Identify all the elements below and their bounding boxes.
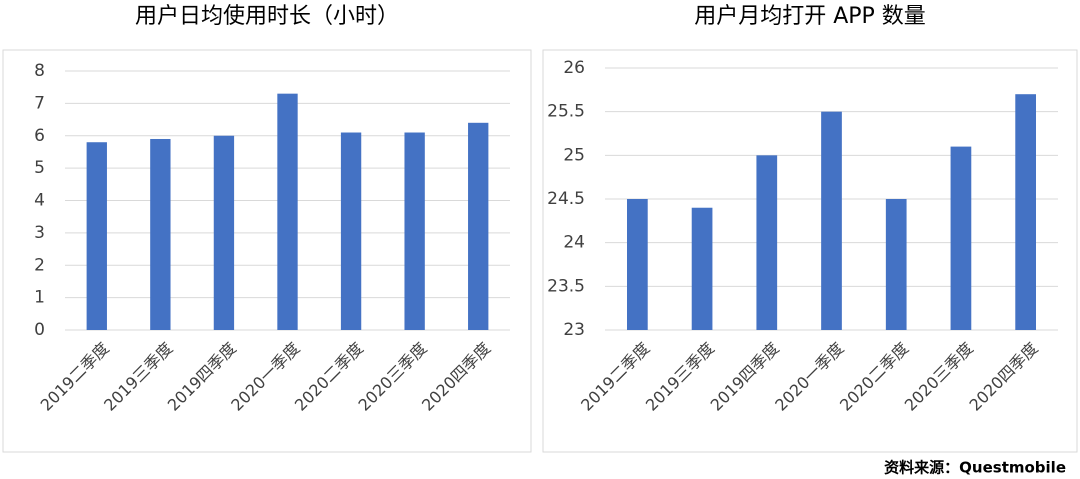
y-tick-label: 4 xyxy=(34,191,45,211)
chart-title: 用户月均打开 APP 数量 xyxy=(694,4,926,29)
y-tick-label: 24.5 xyxy=(547,189,585,209)
x-tick-label: 2019二季度 xyxy=(577,339,653,415)
y-tick-label: 26 xyxy=(563,58,585,78)
x-tick-label: 2020一季度 xyxy=(771,339,847,415)
bar xyxy=(340,132,362,330)
x-tick-label: 2020三季度 xyxy=(901,339,977,415)
chart-frame xyxy=(542,49,1078,453)
y-tick-label: 25.5 xyxy=(547,102,585,122)
bar xyxy=(468,122,489,330)
y-tick-label: 23.5 xyxy=(547,276,585,296)
bar xyxy=(277,93,298,330)
y-tick-label: 1 xyxy=(34,288,45,308)
chart-frame xyxy=(2,49,532,453)
x-tick-label: 2020二季度 xyxy=(836,339,912,415)
bar xyxy=(86,142,107,330)
bar xyxy=(885,199,907,330)
y-tick-label: 8 xyxy=(34,61,45,81)
y-tick-label: 3 xyxy=(34,223,45,243)
y-tick-label: 23 xyxy=(563,320,585,340)
bar xyxy=(821,111,842,331)
bar xyxy=(691,207,713,330)
bar xyxy=(213,135,235,330)
bar xyxy=(950,146,972,330)
y-tick-label: 5 xyxy=(34,158,45,178)
y-tick-label: 2 xyxy=(34,255,45,275)
x-tick-label: 2019四季度 xyxy=(707,339,783,415)
bar xyxy=(1015,94,1036,330)
bar xyxy=(756,155,778,330)
y-tick-label: 24 xyxy=(563,233,585,253)
chart-title: 用户日均使用时长（小时） xyxy=(135,4,399,29)
y-tick-label: 6 xyxy=(34,126,45,146)
bar xyxy=(627,199,648,330)
y-tick-label: 25 xyxy=(563,145,585,165)
y-tick-label: 0 xyxy=(34,320,45,340)
y-tick-label: 7 xyxy=(34,93,45,113)
source-note: 资料来源：Questmobile xyxy=(884,459,1066,477)
x-tick-label: 2020四季度 xyxy=(418,339,494,415)
bar xyxy=(150,138,171,330)
x-tick-label: 2020四季度 xyxy=(965,339,1041,415)
bar xyxy=(404,132,425,330)
x-tick-label: 2019三季度 xyxy=(642,339,718,415)
